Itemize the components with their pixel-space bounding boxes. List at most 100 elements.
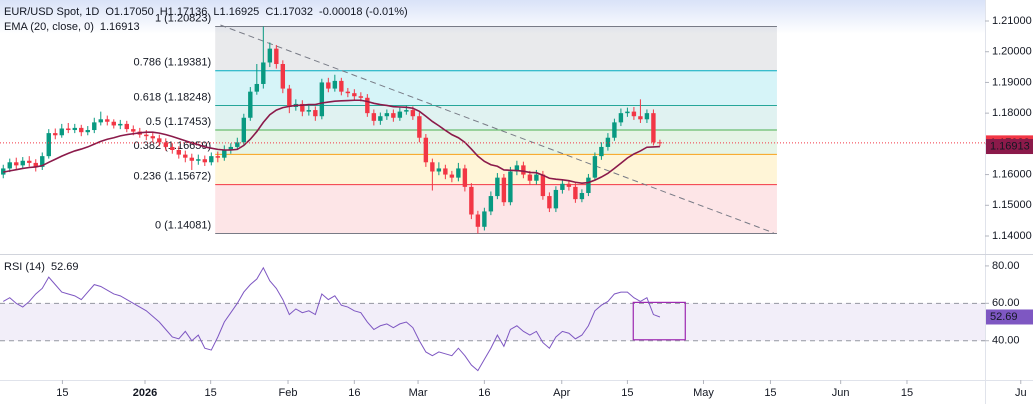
x-tick-label: 16 <box>348 387 360 399</box>
candle-body <box>118 123 123 126</box>
candle-body <box>618 113 624 123</box>
candle-body <box>59 128 64 136</box>
candle-body <box>462 168 468 187</box>
fib-label: 0.5 (1.17453) <box>146 116 211 128</box>
candle-body <box>384 113 390 117</box>
fib-zone <box>215 105 777 130</box>
candle-body <box>53 133 58 136</box>
candle-body <box>573 186 578 200</box>
candle-body <box>111 121 116 126</box>
candle-body <box>371 113 377 121</box>
candle-body <box>345 91 351 94</box>
candle-body <box>40 156 45 167</box>
candle-body <box>209 156 214 163</box>
candle-body <box>625 111 630 114</box>
candle-body <box>423 137 429 163</box>
candle-body <box>27 160 32 163</box>
candle-body <box>514 165 520 172</box>
candle-body <box>274 48 279 65</box>
fib-label: 0 (1.14081) <box>155 219 211 231</box>
price-label: 1.16913 <box>990 140 1030 152</box>
candle-body <box>631 111 637 117</box>
candle-body <box>176 150 181 155</box>
candle-body <box>534 174 539 181</box>
fib-zone <box>215 26 777 71</box>
candle-body <box>397 111 403 118</box>
price-label: 52.69 <box>990 311 1018 323</box>
candle-body <box>443 168 448 175</box>
rsi-line <box>3 266 661 372</box>
candle-body <box>488 196 494 212</box>
candle-body <box>644 113 650 120</box>
candle-body <box>378 116 383 121</box>
candle-body <box>85 130 90 133</box>
candle-body <box>92 122 97 131</box>
candle-body <box>521 165 526 175</box>
candle-body <box>163 142 168 147</box>
candle-body <box>508 171 513 203</box>
candle-body <box>365 97 370 114</box>
candle-body <box>228 146 234 151</box>
candle-body <box>261 62 266 84</box>
candle-body <box>33 162 38 167</box>
rsi-band <box>0 303 985 341</box>
candle-body <box>612 122 617 138</box>
fib-label: 1 (1.20823) <box>155 12 211 24</box>
x-tick-label: 15 <box>56 387 68 399</box>
candle-body <box>475 214 481 227</box>
candle-body <box>98 119 103 123</box>
x-tick-label: Mar <box>409 387 428 399</box>
candle-body <box>553 189 559 209</box>
candle-body <box>599 146 604 157</box>
candle-body <box>651 113 656 143</box>
fib-label: 0.236 (1.15672) <box>134 171 212 183</box>
x-tick-label: Apr <box>553 387 570 399</box>
candle-body <box>358 96 364 98</box>
candle-body <box>157 138 162 143</box>
candle-body <box>430 162 435 172</box>
candle-body <box>144 134 149 137</box>
x-tick-label: 15 <box>205 387 217 399</box>
top-shade <box>0 0 985 34</box>
x-tick-label: 15 <box>901 387 913 399</box>
fib-zone <box>215 129 777 155</box>
candle-body <box>313 110 318 117</box>
y-tick-label: 1.14000 <box>992 230 1032 242</box>
x-tick-label: Feb <box>279 387 298 399</box>
candle-body <box>306 110 312 112</box>
candle-body <box>20 160 25 166</box>
trend-line <box>220 24 774 234</box>
candle-body <box>540 174 546 197</box>
candle-body <box>605 137 611 147</box>
candle-body <box>527 174 533 181</box>
candle-body <box>7 162 12 169</box>
candle-body <box>202 159 208 163</box>
candle-body <box>241 117 247 143</box>
candle-body <box>14 162 19 166</box>
candle-body <box>482 211 487 227</box>
candle-body <box>170 146 175 151</box>
candle-body <box>501 177 507 203</box>
x-tick-label: 15 <box>621 387 633 399</box>
candle-body <box>326 82 331 89</box>
candle-body <box>449 174 455 178</box>
y-tick-label: 1.19000 <box>992 76 1032 88</box>
candle-body <box>183 154 188 158</box>
candle-body <box>560 183 565 190</box>
candle-body <box>46 133 51 157</box>
candle-body <box>196 159 201 161</box>
x-tick-label: May <box>693 387 714 399</box>
candle-body <box>319 82 325 117</box>
candle-body <box>105 119 110 122</box>
y-tick-label: 60.00 <box>992 297 1020 309</box>
candle-body <box>456 168 461 178</box>
candle-body <box>124 123 129 130</box>
candle-body <box>352 93 357 97</box>
candle-body <box>339 80 344 92</box>
rsi-box <box>632 301 686 341</box>
candle-body <box>417 116 422 138</box>
legend-text: H1.17136 <box>160 6 208 18</box>
candle-body <box>150 136 155 139</box>
x-tick-label: Ju <box>1015 387 1027 399</box>
